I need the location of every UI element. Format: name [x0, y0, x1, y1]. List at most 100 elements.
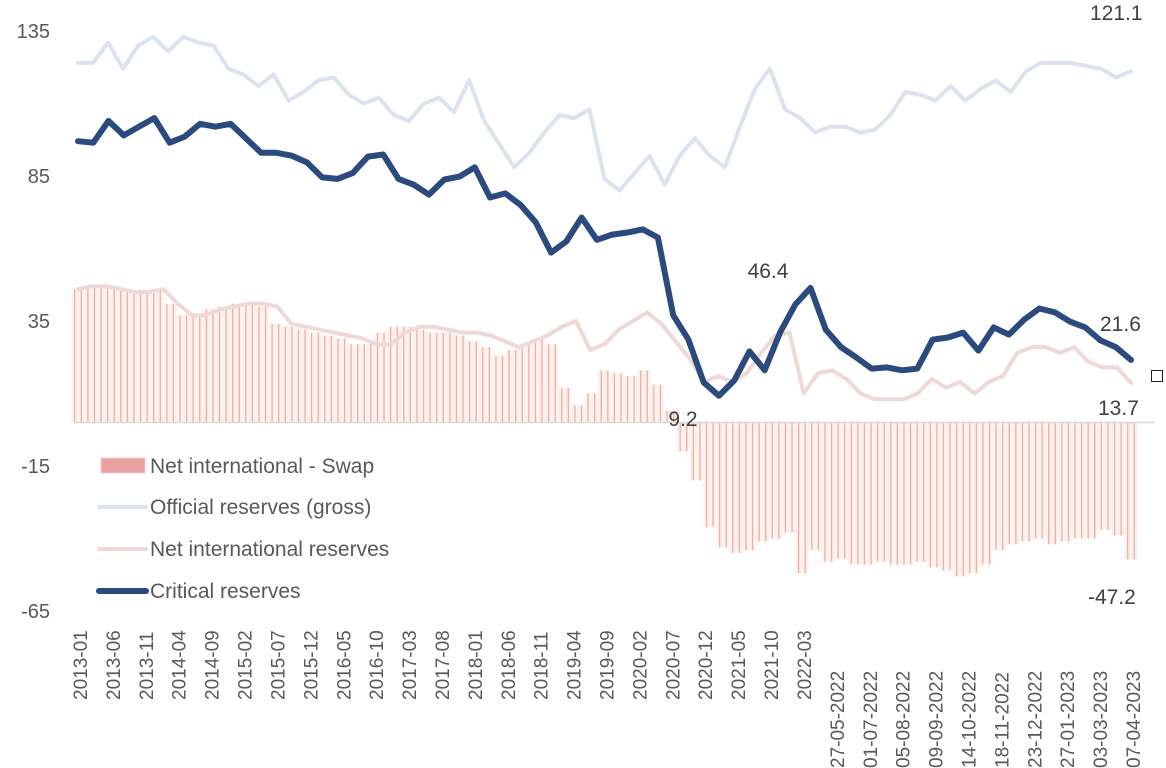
- swap-bar: [492, 355, 506, 423]
- x-tick-label: 2015-07: [268, 630, 289, 700]
- swap-bar: [124, 292, 138, 423]
- x-tick-label: 2013-01: [71, 630, 92, 700]
- swap-bar: [861, 422, 875, 565]
- swap-bar: [360, 344, 375, 423]
- label-net-end: 13.7: [1098, 397, 1139, 420]
- legend-item-critical: Critical reserves: [96, 580, 301, 603]
- swap-bar: [466, 341, 480, 423]
- x-tick-label: 2017-08: [433, 630, 454, 700]
- legend: Net international - Swap Official reserv…: [96, 455, 389, 603]
- swap-bar: [848, 422, 862, 565]
- swap-bar: [334, 338, 348, 423]
- x-tick-label: 2020-07: [663, 630, 684, 700]
- swap-bar: [282, 326, 296, 423]
- swap-bar: [1071, 422, 1085, 539]
- critical-reserves-line: [75, 115, 1134, 399]
- swap-bar: [137, 292, 151, 423]
- x-tick-label: 09-09-2022: [927, 671, 948, 768]
- swap-bar: [597, 370, 612, 423]
- x-tick-label: 2017-03: [400, 630, 421, 700]
- swap-bar: [176, 315, 190, 423]
- x-tick-label: 2015-02: [236, 630, 257, 700]
- swap-bar: [676, 422, 691, 452]
- y-tick-label: 35: [28, 311, 50, 333]
- x-tick-label: 2021-05: [729, 630, 750, 700]
- swap-bar: [242, 303, 256, 423]
- swap-bar: [453, 335, 467, 423]
- swap-bar: [900, 422, 914, 565]
- swap-bar: [808, 422, 822, 551]
- swap-bar: [558, 387, 572, 423]
- legend-item-net: Net international reserves: [97, 538, 389, 561]
- swap-bar: [1111, 422, 1125, 536]
- y-tick-label: -15: [21, 456, 50, 478]
- swap-bar: [953, 422, 967, 577]
- x-tick-label: 23-12-2022: [1025, 671, 1046, 768]
- swap-bar: [1045, 422, 1059, 545]
- swap-bar: [769, 422, 783, 539]
- official-reserves-line: [76, 34, 1133, 193]
- swap-bar: [650, 384, 664, 423]
- data-labels: 121.1 46.4 9.2 21.6 13.7 -47.2: [668, 2, 1142, 609]
- x-axis: 2013-01 2013-06 2013-11 2014-04 2014-09 2015-…: [71, 630, 1145, 768]
- legend-label-swap: Net international - Swap: [150, 455, 374, 478]
- swap-bar: [887, 422, 901, 565]
- swap-bar: [795, 422, 809, 574]
- swap-bar: [966, 422, 980, 574]
- swap-bar: [637, 370, 651, 423]
- label-swap-end: -47.2: [1088, 586, 1136, 609]
- swap-bar: [532, 338, 546, 423]
- swap-bar: [505, 350, 519, 423]
- label-critical-trough: 9.2: [668, 408, 697, 431]
- swap-bar: [295, 329, 309, 423]
- x-tick-label: 2016-05: [334, 630, 355, 700]
- label-official-end: 121.1: [1090, 2, 1143, 25]
- swap-bar: [308, 332, 322, 423]
- swap-bars: [71, 286, 1138, 577]
- legend-label-net: Net international reserves: [150, 538, 389, 561]
- x-tick-label: 18-11-2022: [992, 672, 1013, 768]
- x-tick-label: 2014-04: [170, 630, 191, 700]
- swap-bar: [742, 422, 756, 551]
- swap-bar: [940, 422, 954, 571]
- x-tick-label: 2018-06: [499, 630, 520, 700]
- legend-label-critical: Critical reserves: [150, 580, 301, 603]
- swap-bar: [1005, 422, 1020, 545]
- swap-bar: [255, 306, 269, 423]
- swap-bar: [624, 376, 638, 423]
- swap-bar: [755, 422, 770, 542]
- swap-bar: [1058, 422, 1072, 542]
- x-tick-label: 2020-12: [696, 630, 717, 700]
- swap-bar: [1084, 422, 1099, 539]
- swap-bar: [874, 422, 888, 562]
- legend-label-official: Official reserves (gross): [150, 496, 371, 519]
- x-tick-label: 2015-12: [301, 630, 322, 700]
- swap-bar: [821, 422, 835, 562]
- swap-bar: [84, 286, 98, 423]
- x-tick-label: 2022-03: [795, 630, 816, 700]
- swap-bar: [229, 303, 243, 423]
- y-tick-label: 85: [28, 166, 50, 188]
- swap-bar: [690, 422, 704, 481]
- swap-bar: [1098, 422, 1112, 530]
- x-tick-label: 07-04-2023: [1124, 671, 1145, 768]
- x-tick-label: 27-05-2022: [828, 671, 849, 768]
- swap-bar: [834, 422, 849, 559]
- swap-bar: [479, 347, 493, 423]
- x-tick-label: 01-07-2022: [861, 671, 882, 768]
- swap-bar: [545, 344, 559, 423]
- selection-handle[interactable]: [1151, 370, 1163, 382]
- swap-bar: [439, 332, 454, 423]
- legend-item-official: Official reserves (gross): [97, 496, 371, 519]
- x-tick-label: 2018-01: [466, 630, 487, 700]
- swap-bar: [97, 286, 111, 423]
- swap-bar: [571, 405, 585, 423]
- x-tick-label: 2020-02: [630, 630, 651, 700]
- x-tick-label: 14-10-2022: [959, 671, 980, 768]
- swap-bar: [203, 309, 217, 423]
- x-tick-label: 2019-09: [598, 630, 619, 700]
- label-critical-peak: 46.4: [748, 260, 789, 283]
- swap-bar: [216, 306, 230, 423]
- x-tick-label: 2021-10: [762, 630, 783, 700]
- swap-bar: [150, 289, 164, 423]
